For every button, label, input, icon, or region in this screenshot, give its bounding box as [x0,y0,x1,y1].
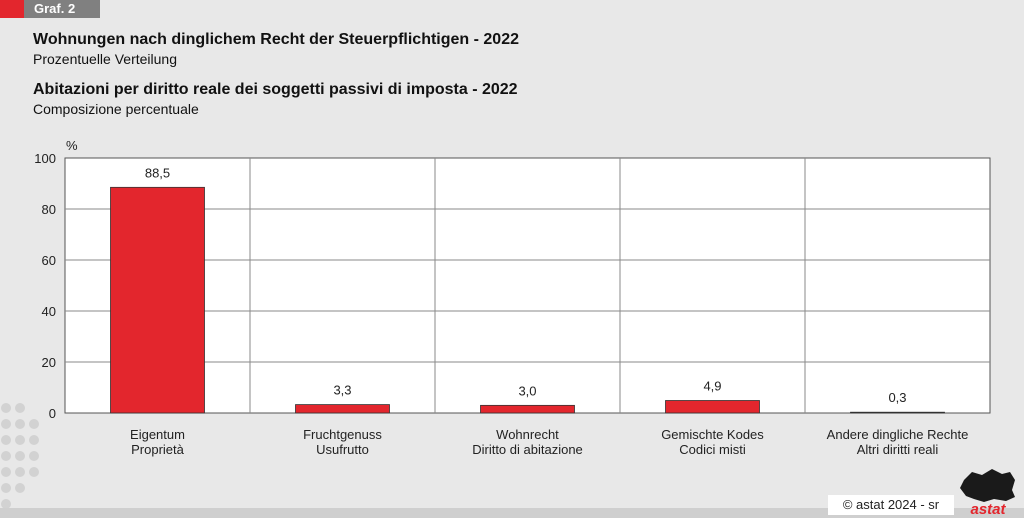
x-tick-label: Andere dingliche Rechte [827,427,969,442]
bar [480,404,575,414]
copyright-notice: © astat 2024 - sr [828,495,954,515]
bar [110,186,205,414]
x-tick-label: Gemischte Kodes [661,427,764,442]
y-tick-label: 100 [34,151,56,166]
title-german: Wohnungen nach dinglichem Recht der Steu… [33,31,519,48]
subtitle-italian: Composizione percentuale [33,101,199,117]
data-label: 4,9 [703,379,721,394]
x-tick-label: Eigentum [130,427,185,442]
footer-bar [0,508,1024,518]
title-italian: Abitazioni per diritto reale dei soggett… [33,81,518,98]
y-axis-label: % [66,138,78,153]
x-tick-label: Wohnrecht [496,427,559,442]
data-label: 0,3 [888,390,906,405]
y-tick-label: 60 [42,253,56,268]
x-tick-label: Altri diritti reali [857,442,939,457]
svg-text:astat: astat [970,501,1006,516]
bar [850,411,945,414]
astat-logo: astat [960,469,1015,516]
plot-area [64,157,991,414]
x-tick-label: Proprietà [131,442,185,457]
y-tick-label: 80 [42,202,56,217]
graph-number-badge: Graf. 2 [0,0,100,18]
x-tick-label: Diritto di abitazione [472,442,583,457]
bar [295,404,390,414]
data-label: 3,3 [333,383,351,398]
subtitle-german: Prozentuelle Verteilung [33,51,177,67]
data-label: 3,0 [518,383,536,398]
data-label: 88,5 [145,165,170,180]
x-tick-label: Usufrutto [316,442,369,457]
y-tick-label: 20 [42,355,56,370]
decorative-dots [1,403,39,509]
y-tick-label: 40 [42,304,56,319]
x-tick-label: Fruchtgenuss [303,427,382,442]
bar [665,400,760,414]
x-tick-label: Codici misti [679,442,746,457]
y-tick-label: 0 [49,406,56,421]
